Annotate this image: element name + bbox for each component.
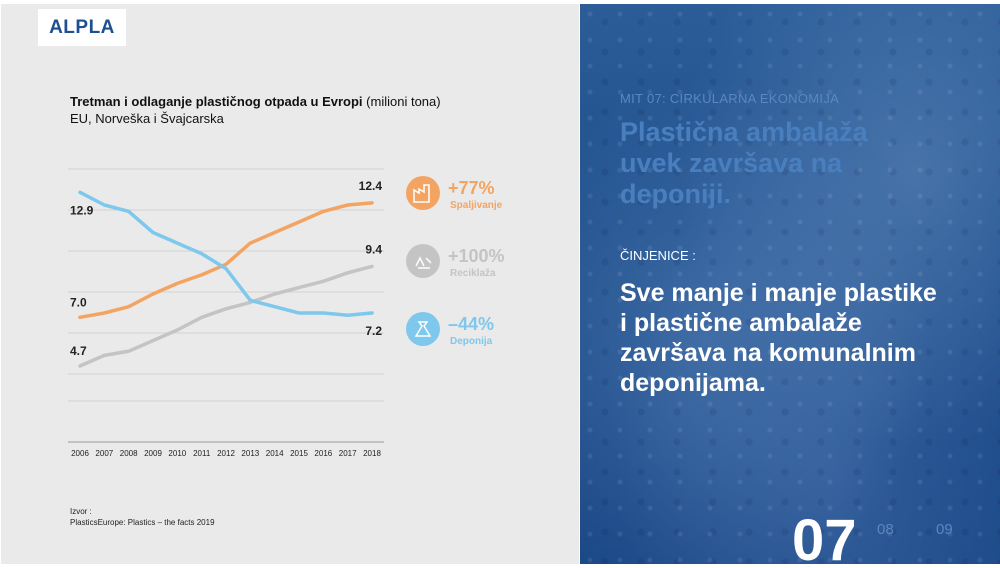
- end-value-label: 7.2: [365, 324, 382, 338]
- legend-change: +100%: [448, 246, 505, 266]
- legend-label: Deponija: [450, 336, 493, 347]
- start-value-label: 7.0: [70, 295, 87, 309]
- chart-subtitle: EU, Norveška i Švajcarska: [70, 111, 224, 126]
- series-line-spaljivanje: [78, 201, 374, 320]
- chart-title-unit: (milioni tona): [366, 94, 441, 109]
- source: Izvor : PlasticsEurope: Plastics – the f…: [70, 506, 215, 528]
- x-tick-label: 2017: [339, 449, 357, 458]
- recycle-icon: [415, 256, 432, 269]
- start-value-label: 4.7: [70, 344, 87, 358]
- x-tick-label: 2013: [241, 449, 259, 458]
- myth-panel: MIT 07: CIRKULARNA EKONOMIJA Plastična a…: [580, 4, 1000, 564]
- legend-change: +77%: [448, 178, 495, 198]
- line-chart: 2006 2007 2008 2009 2010 2011 2012 2013 2014 2015…: [68, 168, 505, 458]
- legend-change: –44%: [448, 314, 494, 334]
- background-texture: [580, 4, 1000, 564]
- logo-text: ALPLA: [49, 16, 115, 38]
- x-tick-label: 2010: [168, 449, 186, 458]
- x-tick-label: 2006: [71, 449, 89, 458]
- page-current: 07: [792, 508, 857, 565]
- myth-label: MIT 07: CIRKULARNA EKONOMIJA: [620, 91, 840, 106]
- legend-label: Spaljivanje: [450, 200, 503, 211]
- source-label: Izvor :: [70, 507, 92, 516]
- page-next2-link[interactable]: 09: [936, 521, 953, 538]
- legend-factory-icon: [406, 176, 440, 210]
- chart-panel: ALPLA Tretman i odlaganje plastičnog otp…: [1, 4, 579, 564]
- garbage-bag-icon: [414, 321, 432, 337]
- start-value-label: 12.9: [70, 203, 94, 217]
- page-next-link[interactable]: 08: [877, 521, 894, 538]
- legend-recycle-icon: [406, 244, 440, 278]
- x-tick-label: 2014: [266, 449, 284, 458]
- logo: ALPLA: [38, 9, 126, 46]
- x-tick-label: 2012: [217, 449, 235, 458]
- x-tick-label: 2007: [95, 449, 113, 458]
- source-text: PlasticsEurope: Plastics – the facts 201…: [70, 518, 215, 527]
- facts-label: ČINJENICE :: [620, 248, 696, 263]
- series-line-reciklaža: [78, 264, 374, 368]
- end-value-label: 9.4: [365, 242, 382, 256]
- factory-icon: [413, 184, 430, 203]
- chart-title-main: Tretman i odlaganje plastičnog otpada u …: [70, 94, 363, 109]
- facts-text: Sve manje i manje plastike i plastične a…: [620, 279, 937, 397]
- legend-label: Reciklaža: [450, 268, 496, 279]
- end-value-label: 12.4: [359, 179, 383, 193]
- x-tick-label: 2009: [144, 449, 162, 458]
- x-tick-label: 2016: [314, 449, 332, 458]
- x-tick-label: 2015: [290, 449, 308, 458]
- myth-title: Plastična ambalaža uvek završava na depo…: [620, 117, 868, 209]
- chart-title: Tretman i odlaganje plastičnog otpada u …: [70, 94, 441, 109]
- x-tick-label: 2008: [120, 449, 138, 458]
- legend-garbage-bag-icon: [406, 312, 440, 346]
- x-tick-label: 2011: [193, 449, 211, 458]
- x-tick-label: 2018: [363, 449, 381, 458]
